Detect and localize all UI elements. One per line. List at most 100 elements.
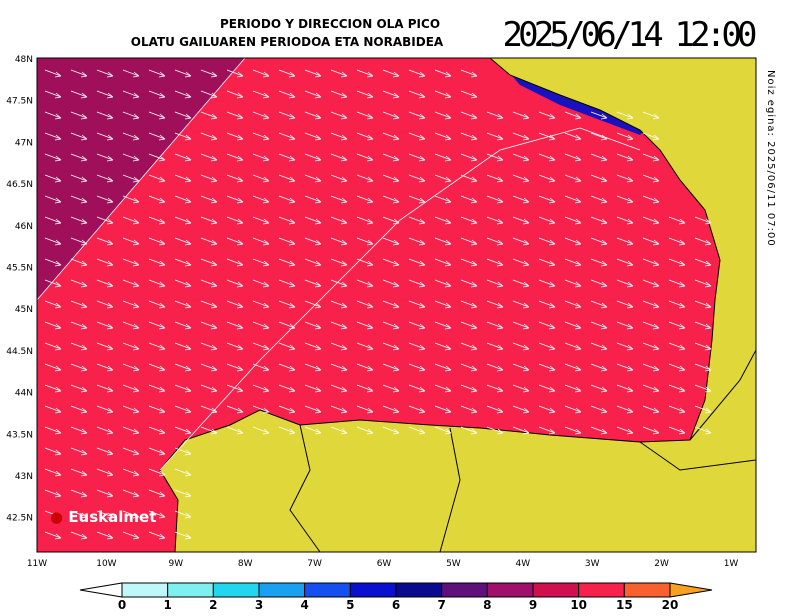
wave-arrow <box>304 363 322 372</box>
wave-arrow <box>564 258 582 267</box>
colorbar-cell <box>304 582 351 598</box>
wave-arrow <box>486 195 504 204</box>
wave-arrow <box>460 426 478 435</box>
wave-arrow <box>122 384 140 393</box>
wave-arrow <box>434 69 452 78</box>
wave-arrow <box>616 405 634 414</box>
wave-arrow <box>356 384 374 393</box>
wave-arrow <box>174 90 192 99</box>
wave-arrow <box>200 258 218 267</box>
lat-label: 43.5N <box>6 430 33 440</box>
wave-arrow <box>252 111 270 120</box>
wave-arrow <box>460 342 478 351</box>
wave-arrow <box>96 510 114 519</box>
wave-arrow <box>564 195 582 204</box>
wave-arrow <box>96 363 114 372</box>
wave-arrow <box>330 69 348 78</box>
wave-arrow <box>70 510 88 519</box>
wave-arrow <box>278 132 296 141</box>
colorbar-label: 2 <box>209 598 217 612</box>
wave-arrow <box>148 405 166 414</box>
wave-arrow <box>122 300 140 309</box>
wave-arrow <box>122 132 140 141</box>
wave-arrow <box>486 426 504 435</box>
wave-arrow <box>44 531 62 540</box>
wave-arrow <box>226 342 244 351</box>
lon-label: 3W <box>585 559 600 569</box>
wave-arrow <box>382 237 400 246</box>
wave-arrow <box>226 174 244 183</box>
wave-arrow <box>486 300 504 309</box>
wave-arrow <box>486 153 504 162</box>
wave-arrow <box>70 300 88 309</box>
wave-arrow <box>148 132 166 141</box>
wave-arrow <box>330 300 348 309</box>
wave-arrow <box>642 342 660 351</box>
colorbar-label: 3 <box>255 598 263 612</box>
wave-arrow <box>694 342 712 351</box>
wave-arrow <box>70 258 88 267</box>
wave-arrow <box>174 111 192 120</box>
wave-arrow <box>148 321 166 330</box>
colorbar-label: 0 <box>118 598 126 612</box>
wave-arrow <box>642 384 660 393</box>
wave-arrow <box>174 531 192 540</box>
wave-arrow <box>330 363 348 372</box>
wave-arrow <box>252 342 270 351</box>
wave-arrow <box>486 321 504 330</box>
colorbar-cell <box>258 582 306 598</box>
wave-arrow <box>200 174 218 183</box>
wave-arrow <box>148 468 166 477</box>
wave-arrow <box>70 90 88 99</box>
wave-arrow <box>148 279 166 288</box>
wave-arrow <box>304 279 322 288</box>
wave-arrow <box>460 258 478 267</box>
wave-arrow <box>200 300 218 309</box>
wave-arrow <box>122 405 140 414</box>
wave-arrow <box>44 342 62 351</box>
wave-arrow <box>304 174 322 183</box>
wave-arrow <box>590 426 608 435</box>
wave-arrow <box>96 279 114 288</box>
wave-arrow <box>252 174 270 183</box>
wave-arrow <box>564 216 582 225</box>
wave-arrow <box>226 279 244 288</box>
border <box>289 424 321 553</box>
wave-arrow <box>356 69 374 78</box>
wave-arrow <box>356 321 374 330</box>
wave-arrow <box>512 237 530 246</box>
wave-arrow <box>44 174 62 183</box>
wave-arrow <box>668 321 686 330</box>
wave-arrow <box>538 363 556 372</box>
wave-arrow <box>538 195 556 204</box>
wave-arrow <box>382 69 400 78</box>
wave-arrow <box>96 237 114 246</box>
wave-arrow <box>616 384 634 393</box>
wave-arrow <box>174 426 192 435</box>
lat-label: 42.5N <box>6 514 33 524</box>
wave-arrow <box>252 258 270 267</box>
wave-arrow <box>694 216 712 225</box>
wave-arrow <box>460 69 478 78</box>
wave-arrow <box>616 321 634 330</box>
wave-arrow <box>70 426 88 435</box>
lon-label: 7W <box>307 559 322 569</box>
wave-arrow <box>408 258 426 267</box>
wave-arrow <box>96 531 114 540</box>
wave-arrow <box>694 279 712 288</box>
wave-arrow <box>148 153 166 162</box>
wave-arrow <box>148 363 166 372</box>
wave-arrow <box>486 384 504 393</box>
wave-arrow <box>408 279 426 288</box>
wave-arrow <box>122 237 140 246</box>
wave-arrow <box>668 216 686 225</box>
wave-arrow <box>356 405 374 414</box>
wave-arrow <box>330 111 348 120</box>
wave-arrow <box>538 342 556 351</box>
wave-arrow <box>434 342 452 351</box>
wave-arrow <box>122 258 140 267</box>
wave-arrow <box>200 237 218 246</box>
colorbar-cell <box>441 582 488 598</box>
lat-labels: 48N 47.5N 47N 46.5N 46N 45.5N 45N 44.5N 44N 43.5N… <box>6 55 33 524</box>
